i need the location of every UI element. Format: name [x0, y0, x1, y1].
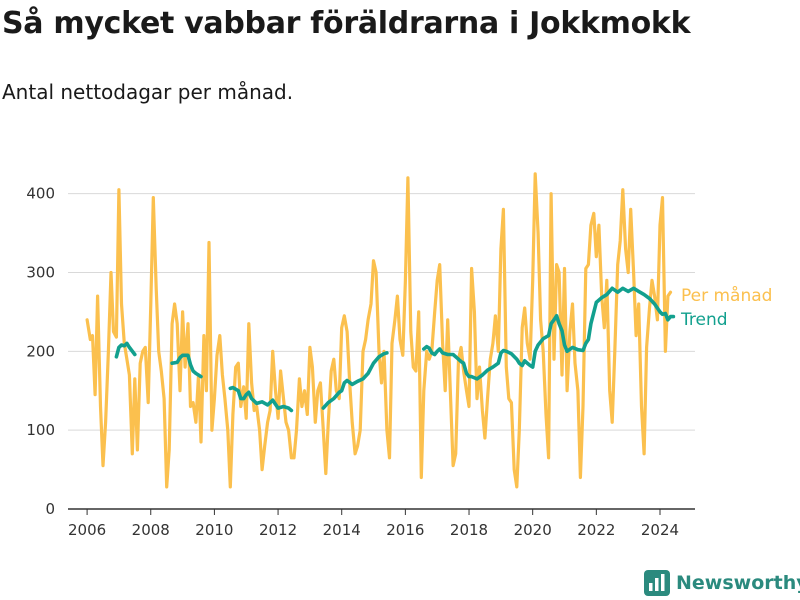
grid-lines [68, 193, 695, 431]
series-line-trend-segment-0 [114, 341, 137, 359]
series-line-trend-segment-3 [321, 351, 389, 410]
chart-title: Så mycket vabbar föräldrarna i Jokkmokk [2, 6, 691, 41]
x-tick-label: 2010 [195, 521, 233, 539]
y-tick-label: 0 [45, 500, 55, 518]
y-tick-label: 200 [26, 342, 55, 360]
legend: Per månad Trend [680, 285, 772, 330]
legend-per-manad: Per månad [681, 285, 772, 306]
y-tick-label: 400 [26, 185, 55, 203]
bar-chart-logo-icon [644, 570, 670, 596]
x-tick-label: 2018 [450, 521, 488, 539]
series-line-per-manad [85, 172, 673, 489]
series-line-trend-segment-2 [228, 385, 294, 413]
brand-name: Newsworthy [676, 572, 800, 594]
x-tick-label: 2022 [577, 521, 615, 539]
x-tick-label: 2020 [514, 521, 552, 539]
series-lines [85, 172, 676, 489]
legend-trend: Trend [680, 310, 728, 330]
x-tick-label: 2014 [323, 521, 361, 539]
brand-logo: Newsworthy [644, 566, 800, 600]
y-tick-label: 300 [26, 263, 55, 281]
x-tick-label: 2016 [386, 521, 424, 539]
x-tick-label: 2024 [641, 521, 679, 539]
x-tick-label: 2006 [68, 521, 106, 539]
series-line-trend-segment-1 [170, 353, 203, 379]
series-line-trend-segment-4 [422, 286, 676, 381]
x-tick-label: 2008 [132, 521, 170, 539]
y-tick-label: 100 [26, 421, 55, 439]
axes: 0 100 200 300 400 2006 2008 2010 2012 2014 2016 201… [26, 185, 695, 539]
chart-subtitle: Antal nettodagar per månad. [2, 80, 294, 104]
x-tick-label: 2012 [259, 521, 297, 539]
